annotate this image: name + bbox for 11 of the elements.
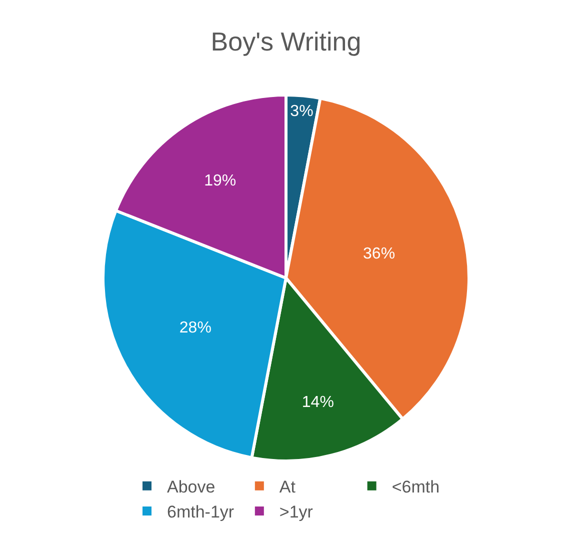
legend-label: <6mth — [392, 478, 440, 496]
legend-label: >1yr — [279, 502, 314, 522]
chart-title: Boy's Writing — [210, 26, 362, 57]
data-label: 36% — [363, 246, 396, 263]
legend-label: 6mth-1yr — [167, 502, 234, 522]
data-label: 28% — [179, 319, 212, 336]
legend-label: Above — [167, 478, 216, 496]
legend-label: At — [279, 478, 296, 496]
data-label: 14% — [302, 394, 334, 411]
data-label: 19% — [204, 172, 236, 190]
data-label: 3% — [290, 102, 314, 120]
